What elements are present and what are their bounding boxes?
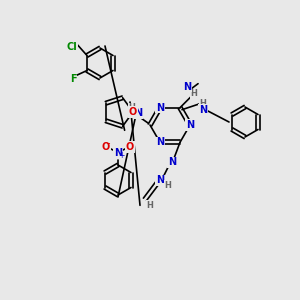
Text: O: O: [102, 142, 110, 152]
Text: Cl: Cl: [66, 41, 77, 52]
Text: H: H: [129, 103, 135, 112]
Text: N: N: [168, 157, 176, 167]
Text: H: H: [147, 201, 153, 210]
Text: N: N: [186, 120, 194, 130]
Text: N: N: [134, 108, 142, 118]
Text: O: O: [126, 142, 134, 152]
Text: -: -: [106, 138, 110, 148]
Text: O: O: [129, 107, 137, 117]
Text: +: +: [118, 151, 124, 160]
Text: N: N: [156, 137, 164, 147]
Text: N: N: [183, 82, 191, 92]
Text: N: N: [199, 105, 207, 115]
Text: H: H: [190, 89, 197, 98]
Text: N: N: [114, 148, 122, 158]
Text: N: N: [156, 103, 164, 113]
Text: H: H: [165, 181, 171, 190]
Text: N: N: [156, 175, 164, 185]
Text: H: H: [200, 98, 206, 107]
Text: F: F: [70, 74, 76, 83]
